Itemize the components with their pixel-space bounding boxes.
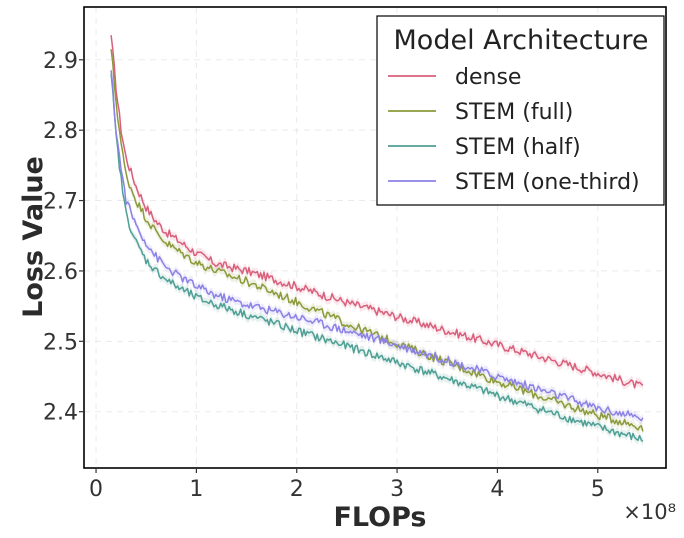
series-line-stem-half [110,73,644,442]
series-line-stem-one-third [110,70,644,422]
x-tick-label: 1 [189,477,203,502]
legend-label-dense: dense [455,65,521,90]
legend-label-stem-full: STEM (full) [455,100,573,125]
legend-title: Model Architecture [394,25,649,56]
y-tick-label: 2.8 [43,119,78,144]
x-tick-label: 5 [591,477,605,502]
legend-label-stem-one-third: STEM (one-third) [455,170,640,195]
y-tick-label: 2.4 [43,401,78,426]
series-line-dense [110,35,644,389]
plot-frame [83,6,667,469]
y-tick-label: 2.6 [43,260,78,285]
x-axis-multiplier: ×10⁸ [623,500,676,524]
y-axis-title: Loss Value [18,156,49,318]
y-tick-label: 2.5 [43,330,78,355]
tick-layer: 0 1 2 3 4 5 2.4 2.5 2.6 2.7 2.8 2.9 [43,49,605,502]
x-tick-label: 2 [290,477,304,502]
legend: Model Architecture dense STEM (full) STEM … [376,15,665,206]
series-line-stem-full [110,49,644,432]
y-tick-label: 2.9 [43,49,78,74]
x-tick-label: 4 [490,477,504,502]
series-layer [110,35,644,442]
x-axis-title: FLOPs [333,502,426,533]
legend-label-stem-half: STEM (half) [455,135,581,160]
y-tick-label: 2.7 [43,190,78,215]
x-tick-label: 0 [89,477,103,502]
legend-items: dense STEM (full) STEM (half) STEM (one-thi… [388,65,640,195]
x-tick-label: 3 [390,477,404,502]
